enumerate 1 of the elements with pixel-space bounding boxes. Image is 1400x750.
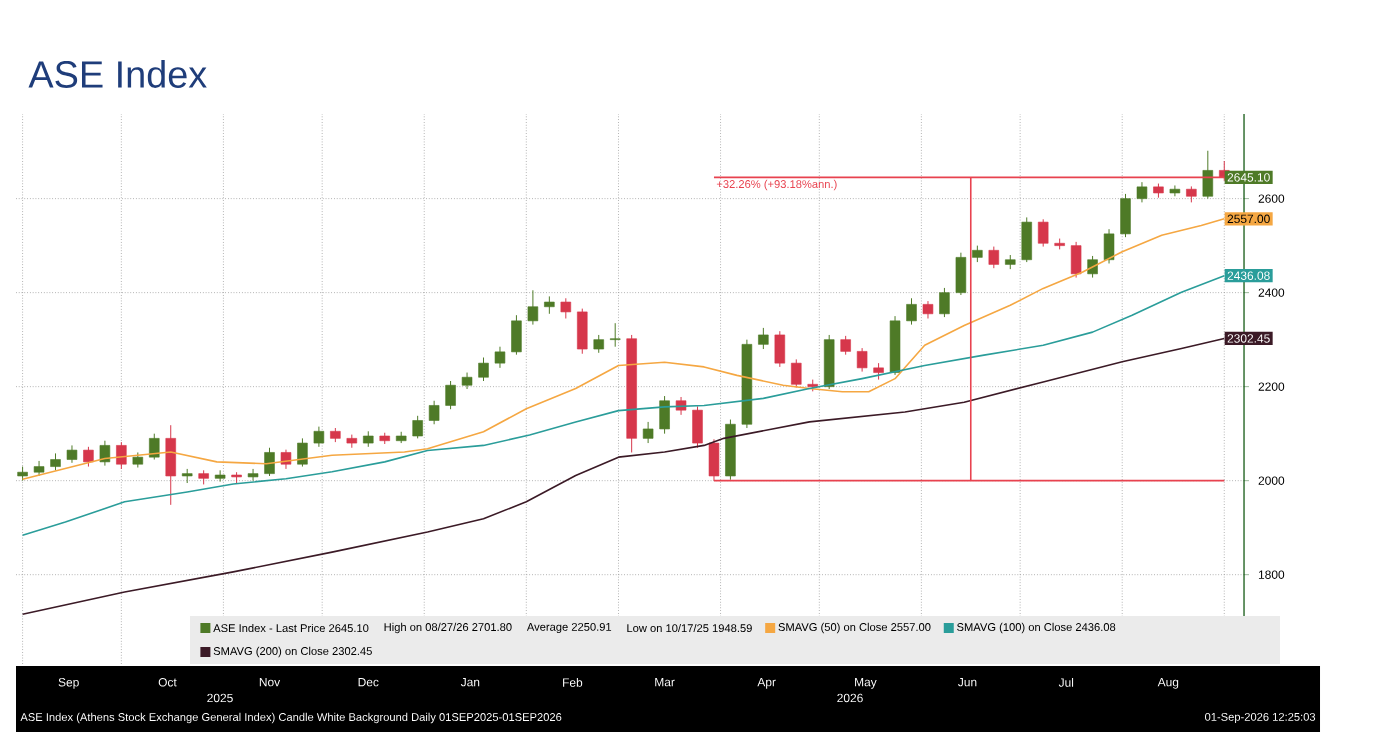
chart-title: ASE Index — [28, 60, 207, 88]
